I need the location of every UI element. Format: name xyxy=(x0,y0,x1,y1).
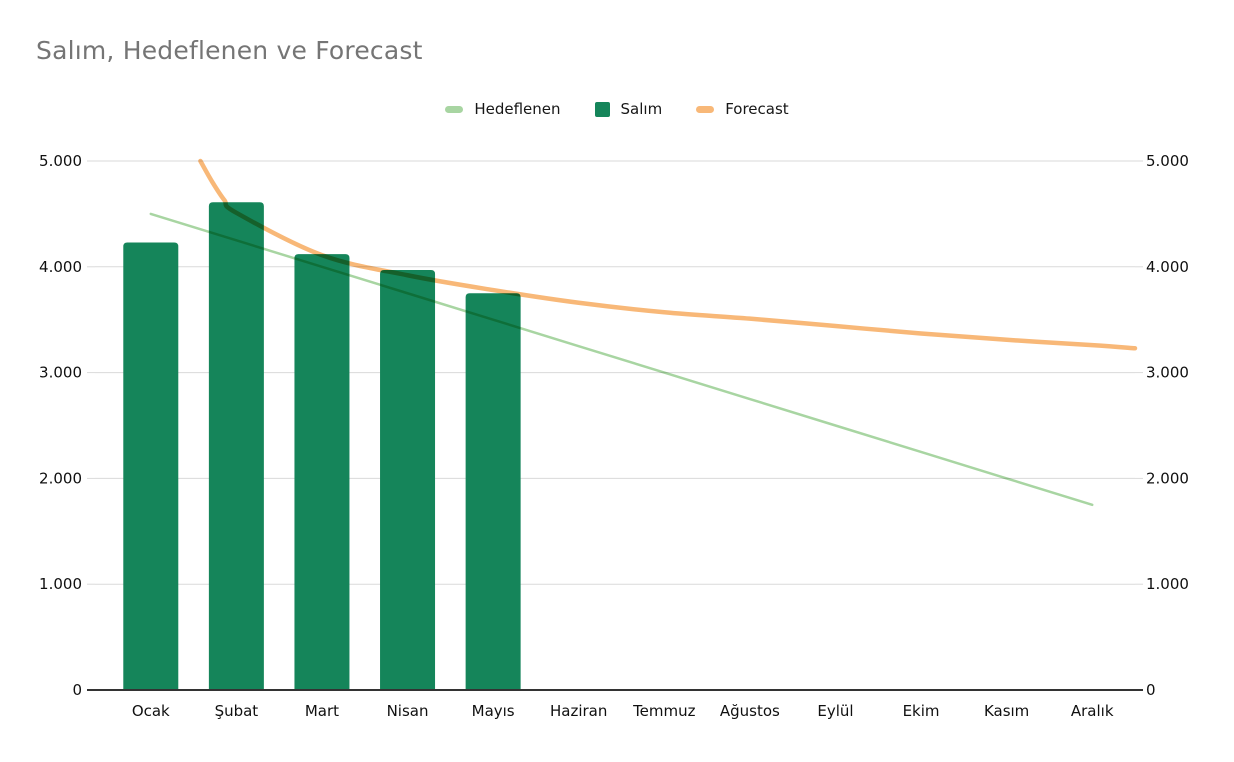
chart-title: Salım, Hedeflenen ve Forecast xyxy=(36,36,423,65)
x-axis-label-nisan: Nisan xyxy=(387,702,429,720)
forecast-line-swatch-icon xyxy=(696,105,715,113)
hedeflenen-line[interactable] xyxy=(149,212,1094,507)
x-axis-label-ağustos: Ağustos xyxy=(720,702,780,720)
hedeflenen-line-swatch-icon xyxy=(445,105,464,113)
y-axis-label-left: 3.000 xyxy=(39,364,82,382)
legend-label-forecast: Forecast xyxy=(725,100,789,118)
x-axis-label-temmuz: Temmuz xyxy=(632,702,696,720)
bar-salim-mart[interactable] xyxy=(294,254,350,690)
chart-legend: Hedeflenen Salım Forecast xyxy=(0,100,1234,118)
x-axis-label-mayıs: Mayıs xyxy=(472,702,515,720)
y-axis-label-left: 5.000 xyxy=(39,152,82,170)
y-axis-label-right: 5.000 xyxy=(1146,152,1189,170)
forecast-line[interactable] xyxy=(198,158,1138,351)
x-axis-label-ekim: Ekim xyxy=(903,702,940,720)
y-axis-label-right: 2.000 xyxy=(1146,469,1189,487)
y-axis-label-left: 1.000 xyxy=(39,575,82,593)
legend-item-salim[interactable]: Salım xyxy=(594,100,663,118)
y-axis-label-right: 3.000 xyxy=(1146,364,1189,382)
legend-item-forecast[interactable]: Forecast xyxy=(696,100,789,118)
y-axis-label-left: 2.000 xyxy=(39,469,82,487)
legend-label-hedeflenen: Hedeflenen xyxy=(474,100,561,118)
x-axis-label-mart: Mart xyxy=(305,702,339,720)
bar-salim-şubat[interactable] xyxy=(208,202,264,690)
y-axis-label-right: 1.000 xyxy=(1146,575,1189,593)
x-axis-label-şubat: Şubat xyxy=(215,702,259,720)
bar-salim-nisan[interactable] xyxy=(380,269,436,690)
bar-salim-ocak[interactable] xyxy=(123,242,179,690)
y-axis-label-left: 0 xyxy=(72,681,82,699)
x-axis-label-eylül: Eylül xyxy=(817,702,853,720)
y-axis-label-right: 4.000 xyxy=(1146,258,1189,276)
y-axis-label-left: 4.000 xyxy=(39,258,82,276)
x-axis-label-kasım: Kasım xyxy=(984,702,1029,720)
x-axis-label-haziran: Haziran xyxy=(550,702,607,720)
legend-label-salim: Salım xyxy=(620,100,663,118)
y-axis-label-right: 0 xyxy=(1146,681,1156,699)
x-axis-label-aralık: Aralık xyxy=(1071,702,1114,720)
bar-salim-mayıs[interactable] xyxy=(465,293,521,690)
salim-bar-swatch-icon xyxy=(594,101,610,117)
legend-item-hedeflenen[interactable]: Hedeflenen xyxy=(445,100,561,118)
x-axis-label-ocak: Ocak xyxy=(132,702,170,720)
